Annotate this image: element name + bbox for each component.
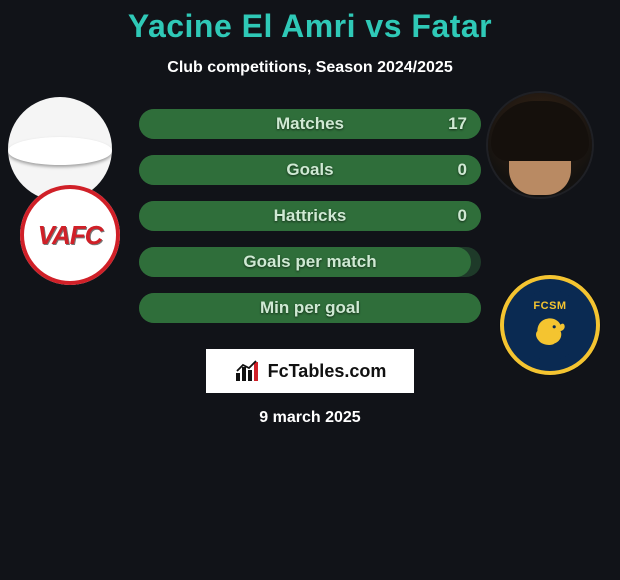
player1-club-abbr: VAFC xyxy=(38,220,103,251)
bar-row: Min per goal xyxy=(139,293,481,323)
attribution-logo-icon xyxy=(234,359,264,383)
bar-value-right: 0 xyxy=(458,206,467,226)
player2-photo xyxy=(488,93,592,197)
comparison-infographic: Yacine El Amri vs Fatar Club competition… xyxy=(0,0,620,580)
player2-club-abbr: FCSM xyxy=(533,300,566,312)
bar-value-right: 0 xyxy=(458,160,467,180)
subtitle: Club competitions, Season 2024/2025 xyxy=(167,59,452,77)
bar-label: Hattricks xyxy=(274,206,347,226)
player2-face xyxy=(509,123,571,195)
attribution-box: FcTables.com xyxy=(206,349,414,393)
attribution-text: FcTables.com xyxy=(268,361,387,382)
footer-date: 9 march 2025 xyxy=(259,409,360,427)
bar-label: Goals xyxy=(286,160,333,180)
player2-club-inner: FCSM xyxy=(515,290,585,360)
bar-row: Hattricks 0 xyxy=(139,201,481,231)
player1-photo-placeholder xyxy=(8,137,112,165)
page-title: Yacine El Amri vs Fatar xyxy=(128,8,492,45)
bar-row: Goals per match xyxy=(139,247,481,277)
content-area: VAFC FCSM Matches 17 xyxy=(0,109,620,323)
bar-row: Goals 0 xyxy=(139,155,481,185)
bar-row: Matches 17 xyxy=(139,109,481,139)
stat-bars: Matches 17 Goals 0 Hattricks 0 Goals per… xyxy=(139,109,481,323)
bar-value-right: 17 xyxy=(448,114,467,134)
player2-club-logo: FCSM xyxy=(500,275,600,375)
lion-icon xyxy=(529,310,571,352)
bar-label: Goals per match xyxy=(243,252,376,272)
bar-label: Min per goal xyxy=(260,298,360,318)
player1-club-logo: VAFC xyxy=(20,185,120,285)
bar-label: Matches xyxy=(276,114,344,134)
